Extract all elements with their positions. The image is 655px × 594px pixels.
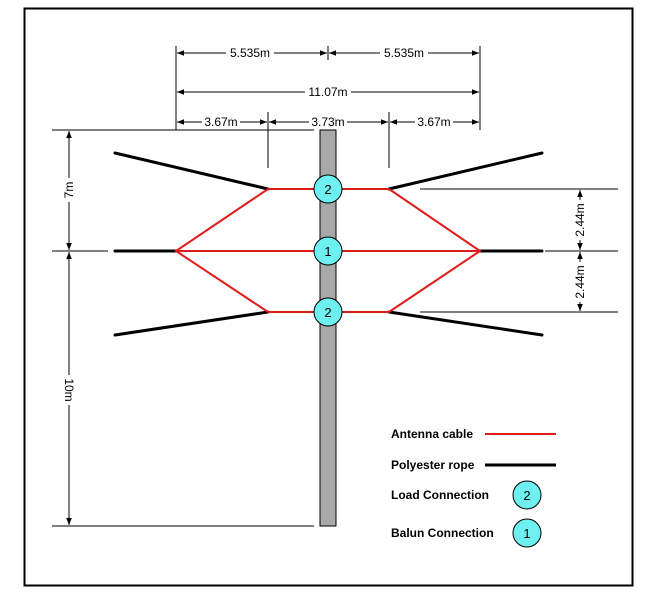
load-connection-bottom: 2 [313, 297, 343, 327]
polyester-rope-lines [113, 151, 544, 337]
dim-spacing-upper: 2.44m [573, 203, 587, 236]
dim-segment-right: 3.67m [417, 115, 450, 129]
dim-top-half-left: 5.535m [230, 46, 270, 60]
balun-connection-middle-label: 1 [324, 244, 331, 259]
dim-height-lower: 10m [62, 378, 76, 401]
legend-load-connection-symbol [512, 480, 542, 510]
legend-polyester-rope-label: Polyester rope [391, 458, 475, 472]
dimension-label-backgrounds [62, 46, 587, 405]
dim-height-upper: 7m [62, 182, 76, 199]
dim-segment-left: 3.67m [204, 115, 237, 129]
balun-connection-middle: 1 [313, 236, 343, 266]
load-connection-top-label: 2 [324, 182, 331, 197]
legend: Antenna cable Polyester rope Load Connec… [391, 427, 556, 548]
legend-antenna-cable-label: Antenna cable [391, 427, 473, 441]
dim-segment-center: 3.73m [311, 115, 344, 129]
legend-balun-symbol-label: 1 [523, 526, 530, 541]
mast [319, 129, 337, 527]
dim-spacing-lower: 2.44m [573, 265, 587, 298]
legend-balun-connection-label: Balun Connection [391, 526, 494, 540]
dim-top-half-right: 5.535m [384, 46, 424, 60]
legend-load-connection-label: Load Connection [391, 488, 489, 502]
dim-total-width: 11.07m [308, 85, 347, 99]
legend-load-symbol-label: 2 [523, 488, 530, 503]
extension-lines [52, 46, 618, 527]
diagram-frame [23, 7, 634, 587]
load-connection-bottom-label: 2 [324, 305, 331, 320]
load-connection-top: 2 [313, 174, 343, 204]
legend-balun-connection-symbol [512, 518, 542, 548]
